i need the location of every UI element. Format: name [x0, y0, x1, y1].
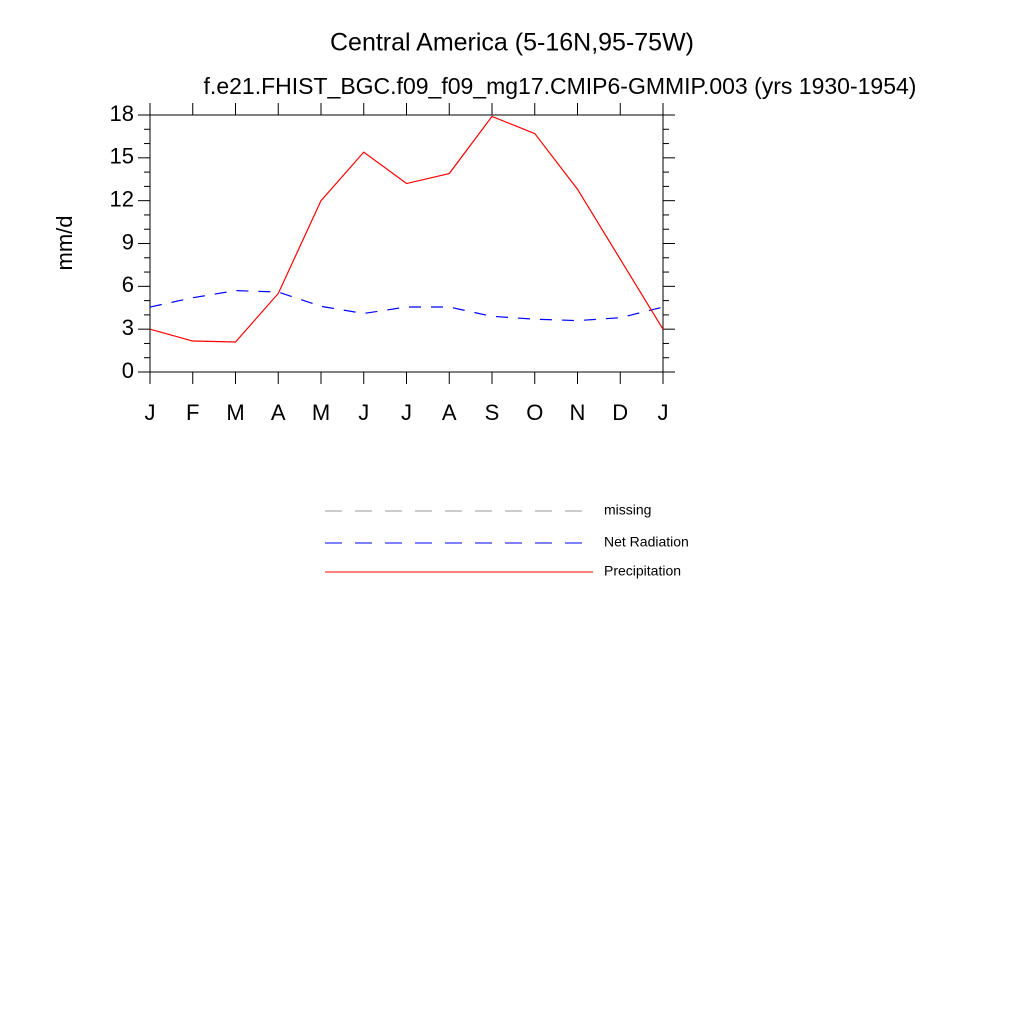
- x-tick-label: S: [485, 400, 500, 425]
- x-tick-label: J: [401, 400, 412, 425]
- y-tick-label: 18: [110, 101, 134, 126]
- plot-frame: [149, 114, 664, 373]
- x-tick-label: M: [312, 400, 330, 425]
- x-tick-label: D: [612, 400, 628, 425]
- y-tick-label: 9: [122, 229, 134, 254]
- y-tick-label: 0: [122, 358, 134, 383]
- x-tick-label: N: [570, 400, 586, 425]
- x-tick-label: J: [145, 400, 156, 425]
- x-tick-label: M: [226, 400, 244, 425]
- x-tick-label: J: [658, 400, 669, 425]
- x-tick-label: A: [271, 400, 286, 425]
- series-line: [149, 115, 664, 343]
- chart-title: Central America (5-16N,95-75W): [330, 29, 694, 57]
- x-tick-label: J: [358, 400, 369, 425]
- legend-label: missing: [604, 502, 651, 518]
- x-tick-label: A: [442, 400, 457, 425]
- legend-label: Net Radiation: [604, 534, 689, 550]
- y-axis-label: mm/d: [52, 216, 77, 271]
- chart-subtitle: f.e21.FHIST_BGC.f09_f09_mg17.CMIP6-GMMIP…: [204, 73, 917, 99]
- series-line: [149, 290, 664, 322]
- y-tick-label: 3: [122, 315, 134, 340]
- y-tick-label: 15: [110, 144, 134, 169]
- x-tick-label: F: [186, 400, 199, 425]
- x-tick-label: O: [526, 400, 543, 425]
- legend-label: Precipitation: [604, 563, 681, 579]
- y-tick-label: 6: [122, 272, 134, 297]
- y-tick-label: 12: [110, 186, 134, 211]
